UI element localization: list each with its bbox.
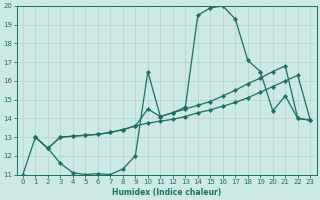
X-axis label: Humidex (Indice chaleur): Humidex (Indice chaleur) bbox=[112, 188, 221, 197]
